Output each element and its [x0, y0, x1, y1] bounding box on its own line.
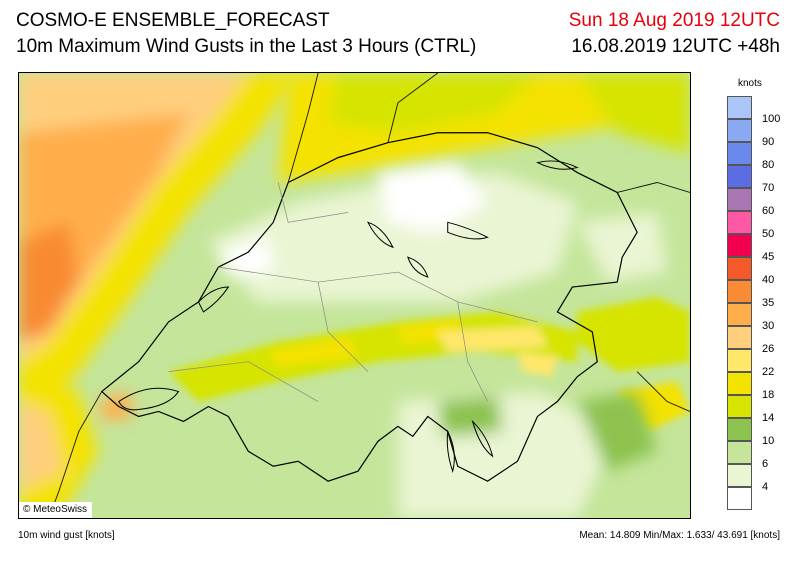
map-canvas	[19, 73, 690, 518]
legend-swatch	[727, 142, 752, 165]
cantonal-lines	[168, 182, 538, 402]
legend-swatch	[727, 487, 752, 510]
wind-field-south	[218, 391, 658, 518]
legend-swatch	[727, 257, 752, 280]
lakes	[118, 160, 579, 473]
legend-swatch	[727, 211, 752, 234]
legend-swatch	[727, 349, 752, 372]
time-block: Sun 18 Aug 2019 12UTC 16.08.2019 12UTC +…	[569, 8, 780, 60]
legend-swatch	[727, 96, 752, 119]
legend-swatch	[727, 372, 752, 395]
legend-swatch	[727, 119, 752, 142]
legend-tick-label: 70	[762, 182, 775, 194]
legend-tick-label: 6	[762, 458, 769, 470]
legend-swatch	[727, 464, 752, 487]
legend-tick-label: 10	[762, 435, 775, 447]
wind-gust-map: © MeteoSwiss	[18, 72, 691, 519]
legend-swatch	[727, 234, 752, 257]
swiss-border	[100, 132, 638, 482]
legend-swatch	[727, 395, 752, 418]
legend-swatch	[727, 188, 752, 211]
copyright-label: © MeteoSwiss	[19, 502, 93, 518]
wind-field-plateau	[208, 162, 668, 302]
legend-tick-label: 35	[762, 297, 775, 309]
legend-tick-label: 18	[762, 389, 775, 401]
legend-tick-label: 26	[762, 343, 775, 355]
legend-tick-label: 30	[762, 320, 775, 332]
model-title: COSMO-E ENSEMBLE_FORECAST	[16, 10, 330, 31]
legend-swatch	[727, 280, 752, 303]
legend-swatch	[727, 165, 752, 188]
init-time: 16.08.2019 12UTC +48h	[571, 36, 780, 57]
legend-tick-label: 22	[762, 366, 775, 378]
legend-tick-label: 45	[762, 251, 775, 263]
legend-tick-label: 100	[762, 113, 781, 125]
legend-unit: knots	[738, 78, 762, 89]
legend-tick-label: 80	[762, 159, 775, 171]
title-block: COSMO-E ENSEMBLE_FORECAST 10m Maximum Wi…	[16, 8, 476, 60]
legend-swatch	[727, 418, 752, 441]
legend-swatch	[727, 303, 752, 326]
wind-field-west	[19, 73, 299, 518]
field-title: 10m Maximum Wind Gusts in the Last 3 Hou…	[16, 36, 477, 57]
legend-tick-label: 90	[762, 136, 775, 148]
valid-time: Sun 18 Aug 2019 12UTC	[568, 10, 780, 31]
variable-label: 10m wind gust [knots]	[18, 530, 115, 541]
legend-tick-label: 60	[762, 205, 775, 217]
legend-swatch	[727, 326, 752, 349]
legend-swatch	[727, 441, 752, 464]
legend-tick-label: 14	[762, 412, 775, 424]
legend-tick-label: 40	[762, 274, 775, 286]
wind-field-north	[278, 73, 690, 183]
legend-tick-label: 50	[762, 228, 775, 240]
legend-tick-label: 4	[762, 481, 769, 493]
field-statistics: Mean: 14.809 Min/Max: 1.633/ 43.691 [kno…	[579, 530, 780, 541]
